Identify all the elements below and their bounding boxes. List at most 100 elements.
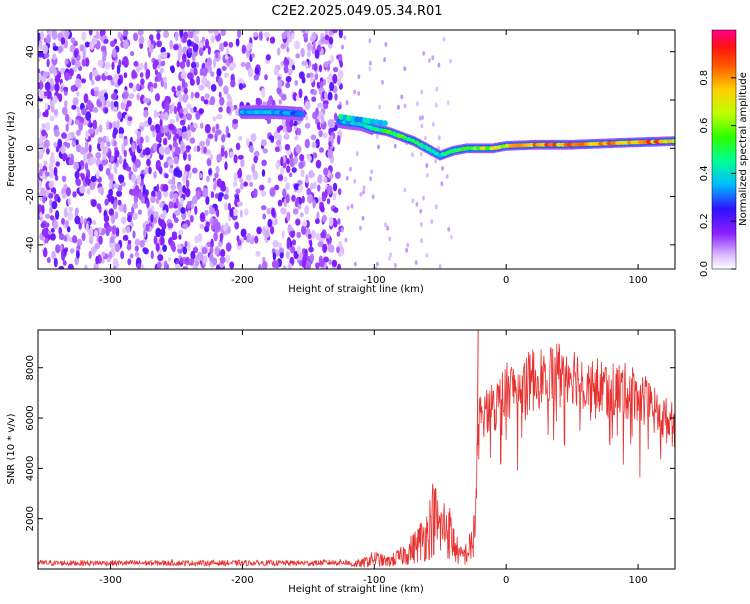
noise-speckle <box>171 86 176 93</box>
noise-speckle <box>434 158 438 164</box>
noise-speckle <box>350 203 354 209</box>
noise-speckle <box>386 225 389 231</box>
noise-speckle <box>332 219 338 228</box>
noise-speckle <box>76 238 83 247</box>
noise-speckle <box>296 231 302 239</box>
noise-speckle <box>345 175 349 181</box>
y-tick-label: 0 <box>25 145 36 151</box>
noise-speckle <box>280 167 285 176</box>
noise-speckle <box>127 215 132 223</box>
colorbar-ticks: 0.0 0.2 0.4 0.6 0.8 <box>699 70 736 277</box>
noise-speckle <box>103 214 110 223</box>
noise-speckle <box>64 58 69 65</box>
noise-speckle <box>184 187 191 198</box>
snr-x-ticks: -300 -200 -100 0 100 <box>99 330 648 586</box>
noise-speckle <box>265 54 271 61</box>
noise-speckle <box>422 195 425 201</box>
noise-speckle <box>143 98 150 104</box>
noise-speckle <box>138 209 142 215</box>
noise-speckle <box>199 140 206 147</box>
noise-speckle <box>383 57 386 63</box>
noise-speckle <box>218 192 224 198</box>
noise-speckle <box>107 257 111 263</box>
noise-speckle <box>178 234 182 240</box>
noise-speckle <box>210 84 217 92</box>
snr-x-label: Height of straight line (km) <box>288 584 424 595</box>
noise-speckle <box>368 66 372 72</box>
ridge-core <box>670 139 675 144</box>
noise-speckle <box>353 178 357 184</box>
noise-speckle <box>154 69 158 76</box>
noise-speckle <box>300 169 305 178</box>
noise-speckle <box>150 124 156 132</box>
noise-speckle <box>90 175 97 183</box>
noise-speckle <box>217 77 223 87</box>
noise-speckle <box>85 130 89 140</box>
noise-speckle <box>150 214 154 223</box>
noise-speckle <box>98 163 104 172</box>
noise-speckle <box>164 125 169 134</box>
noise-speckle <box>266 117 271 124</box>
noise-speckle <box>393 143 397 149</box>
noise-speckle <box>431 121 435 127</box>
noise-speckle <box>85 222 89 233</box>
noise-speckle <box>337 69 344 80</box>
noise-speckle <box>213 231 218 242</box>
noise-speckle <box>286 46 290 53</box>
noise-speckle <box>190 61 197 69</box>
noise-speckle <box>295 218 301 226</box>
colorbar-label: Normalized spectral amplitude <box>738 72 749 226</box>
noise-speckle <box>219 42 224 52</box>
noise-speckle <box>70 37 76 44</box>
noise-speckle <box>313 181 317 190</box>
spectrogram-x-ticks: -300 -200 -100 0 100 <box>99 30 648 286</box>
noise-speckle <box>261 169 266 177</box>
noise-speckle <box>40 187 46 197</box>
noise-speckle <box>140 181 145 187</box>
noise-speckle <box>132 202 139 209</box>
noise-speckle <box>322 132 328 139</box>
spectrogram-x-label: Height of straight line (km) <box>288 284 424 295</box>
noise-speckle <box>108 208 115 216</box>
noise-speckle <box>359 192 363 197</box>
noise-speckle <box>116 64 121 72</box>
noise-speckle <box>109 180 113 189</box>
noise-speckle <box>149 34 154 42</box>
noise-speckle <box>269 187 276 197</box>
noise-speckle <box>64 100 68 108</box>
snr-spike <box>476 330 479 456</box>
noise-speckle <box>223 41 228 48</box>
noise-speckle <box>104 61 111 70</box>
noise-speckle <box>129 253 134 259</box>
noise-speckle <box>109 163 112 171</box>
noise-speckle <box>156 32 161 41</box>
noise-speckle <box>90 199 97 208</box>
noise-speckle <box>273 67 279 76</box>
noise-speckle <box>200 251 204 262</box>
noise-speckle <box>223 193 229 200</box>
y-tick-label: 4000 <box>25 456 36 481</box>
noise-speckle <box>300 212 304 218</box>
noise-speckle <box>311 96 317 102</box>
noise-speckle <box>79 160 85 167</box>
noise-speckle <box>136 93 140 101</box>
noise-speckle <box>70 85 76 92</box>
noise-speckle <box>209 246 214 254</box>
noise-speckle <box>266 100 271 106</box>
noise-speckle <box>210 191 215 199</box>
noise-speckle <box>216 208 220 218</box>
noise-speckle <box>305 113 309 121</box>
noise-speckle <box>251 53 255 59</box>
noise-speckle <box>73 50 78 58</box>
noise-speckle <box>224 161 228 171</box>
noise-speckle <box>177 101 182 111</box>
noise-speckle <box>155 227 162 238</box>
noise-speckle <box>323 79 327 86</box>
noise-speckle <box>62 260 67 266</box>
noise-speckle <box>46 58 50 68</box>
noise-speckle <box>214 246 220 256</box>
noise-speckle <box>310 172 315 178</box>
noise-speckle <box>81 58 87 67</box>
noise-speckle <box>181 78 186 89</box>
noise-speckle <box>321 191 326 200</box>
